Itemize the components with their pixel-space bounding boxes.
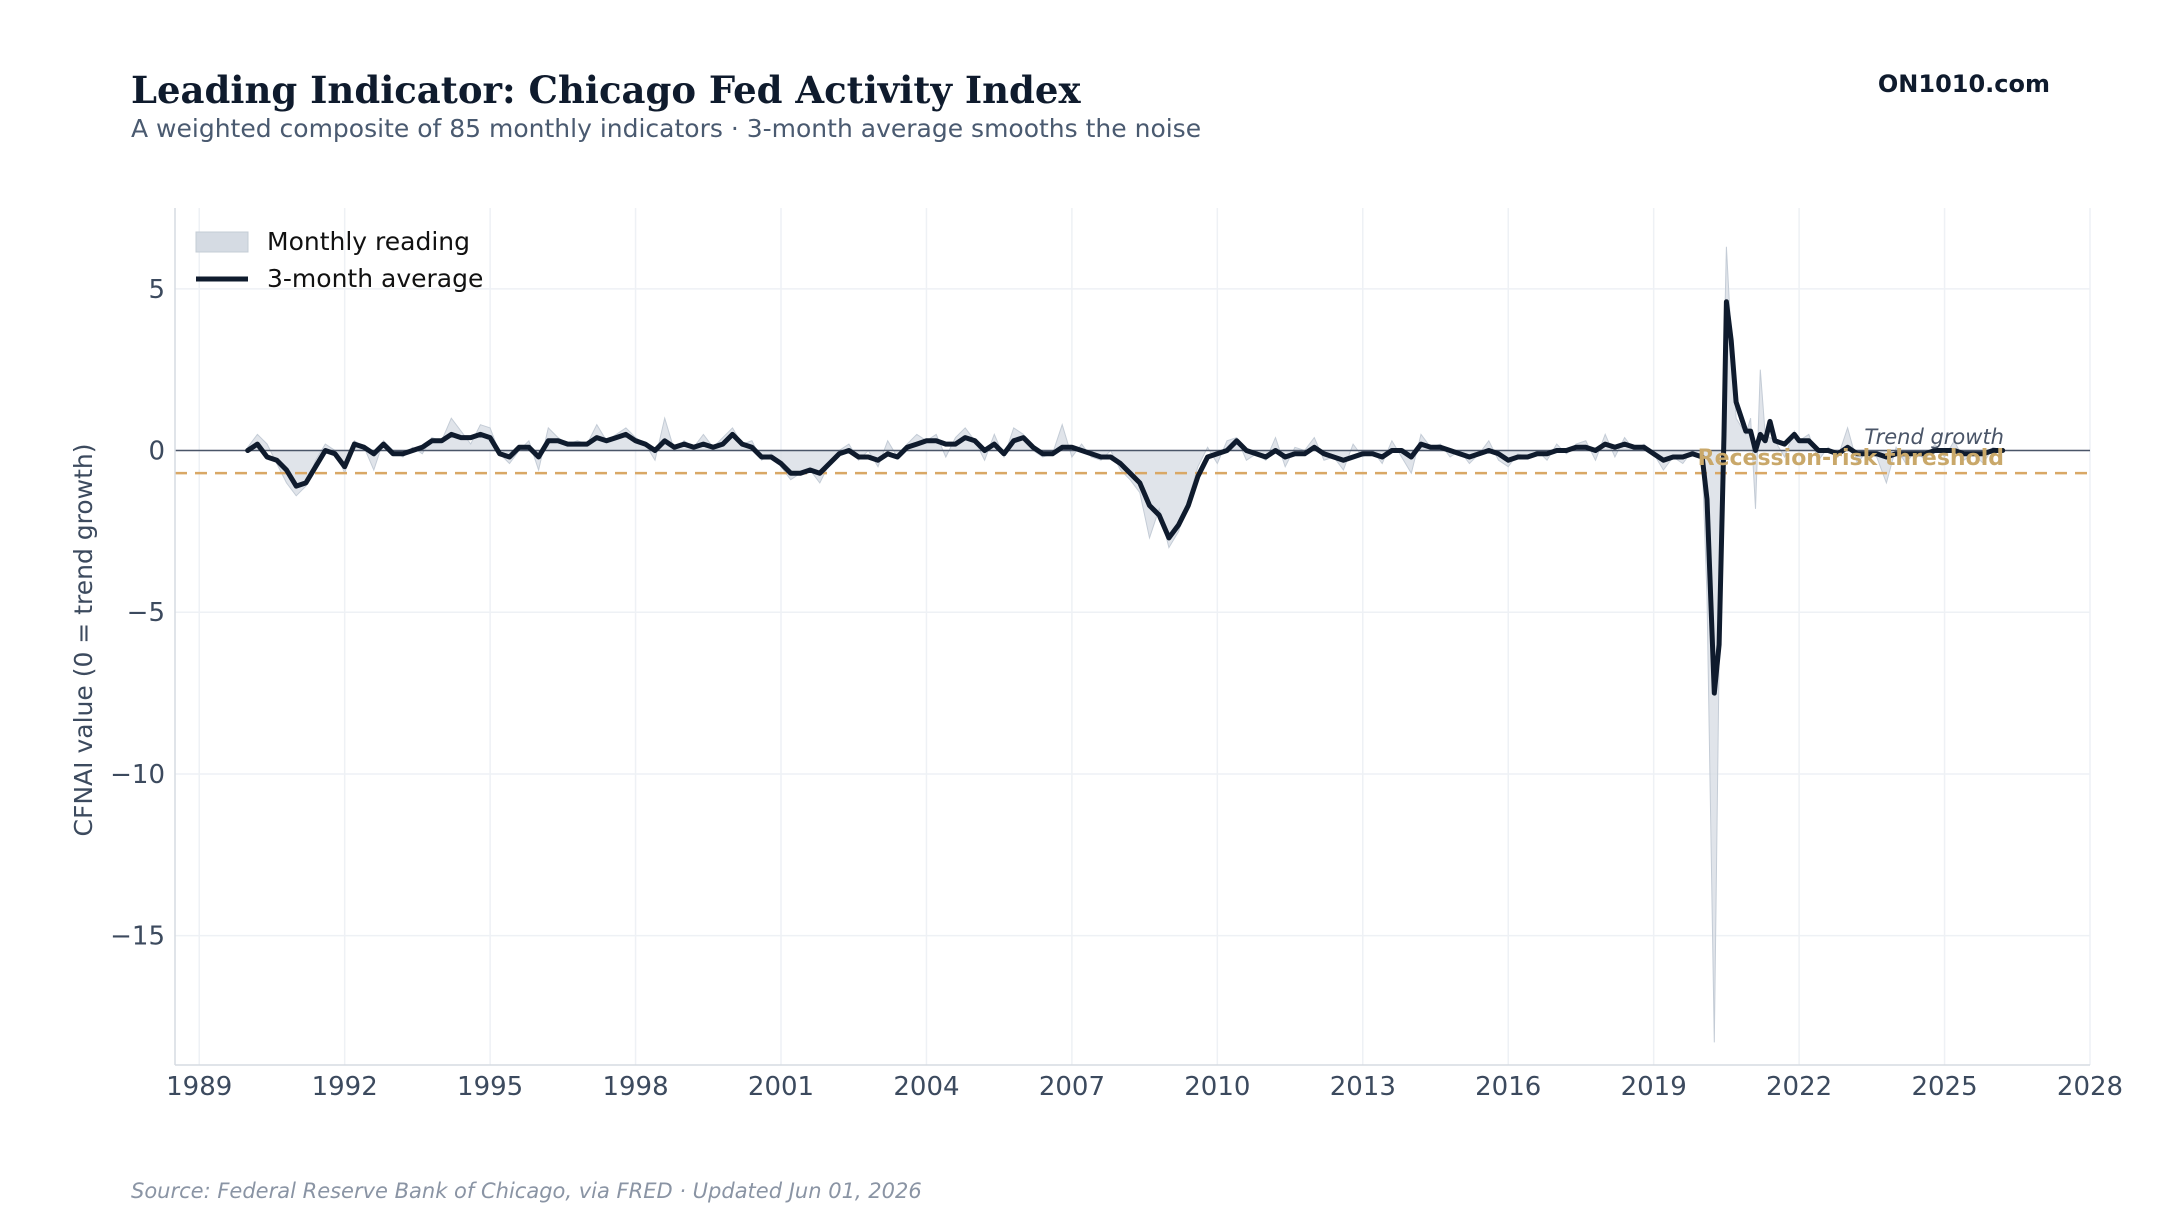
x-tick-label-2007: 2007 (1039, 1072, 1105, 1102)
y-tick-label-2: −5 (127, 598, 165, 628)
x-tick-label-2016: 2016 (1475, 1072, 1541, 1102)
x-tick-label-1995: 1995 (457, 1072, 523, 1102)
legend-label-average: 3-month average (267, 264, 483, 293)
y-tick-label-0: 5 (148, 275, 165, 305)
x-tick-label-2004: 2004 (893, 1072, 959, 1102)
chart-title: Leading Indicator: Chicago Fed Activity … (131, 68, 1081, 112)
x-tick-label-2010: 2010 (1184, 1072, 1250, 1102)
x-tick-label-1998: 1998 (602, 1072, 668, 1102)
y-tick-label-4: −15 (110, 922, 165, 952)
x-tick-label-2001: 2001 (748, 1072, 814, 1102)
x-tick-label-2013: 2013 (1330, 1072, 1396, 1102)
brand-label: ON1010.com (1878, 70, 2050, 98)
grid-layer (175, 208, 2091, 1065)
source-note: Source: Federal Reserve Bank of Chicago,… (131, 1179, 922, 1203)
x-tick-label-1992: 1992 (312, 1072, 378, 1102)
trend-growth-label: Trend growth (1864, 425, 2004, 449)
y-axis-label: CFNAI value (0 = trend growth) (69, 443, 98, 836)
annotation-layer: Trend growth Recession-risk threshold (1698, 425, 2004, 471)
y-tick-label-1: 0 (148, 437, 165, 467)
x-tick-label-2022: 2022 (1766, 1072, 1832, 1102)
legend-label-monthly: Monthly reading (267, 227, 470, 256)
legend-swatch-monthly (195, 231, 249, 253)
chart-subtitle: A weighted composite of 85 monthly indic… (131, 114, 1201, 143)
axis-layer: 1989 1992 1995 1998 2001 2004 2007 2010 2013 2016… (110, 208, 2123, 1102)
series-3-month-average-line (245, 299, 2006, 696)
legend: Monthly reading 3-month average (195, 227, 483, 293)
plot-layer (175, 246, 2090, 1043)
recession-threshold-label: Recession-risk threshold (1698, 446, 2004, 471)
series-monthly-reading-area (247, 246, 2004, 1043)
x-tick-label-2028: 2028 (2057, 1072, 2123, 1102)
x-tick-label-1989: 1989 (166, 1072, 232, 1102)
y-tick-label-3: −10 (110, 760, 165, 790)
x-tick-label-2019: 2019 (1621, 1072, 1687, 1102)
x-tick-label-2025: 2025 (1911, 1072, 1977, 1102)
